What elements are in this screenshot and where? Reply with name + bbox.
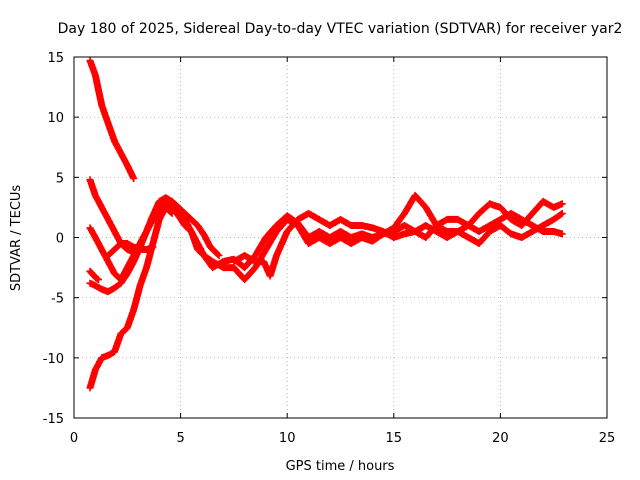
y-tick-label: 0 bbox=[56, 232, 64, 247]
x-tick-label: 0 bbox=[70, 431, 78, 446]
series-markers bbox=[104, 240, 157, 259]
series-markers bbox=[86, 57, 138, 182]
x-tick-label: 25 bbox=[599, 431, 616, 446]
y-tick-label: -5 bbox=[51, 292, 64, 307]
series-markers bbox=[230, 209, 566, 280]
series-track-h bbox=[230, 209, 566, 280]
y-tick-label: -10 bbox=[43, 352, 64, 367]
y-tick-label: 15 bbox=[47, 51, 64, 66]
axis-ticks: 0 5 10 15 20 25 -15 -10 -5 0 5 10 15 bbox=[43, 51, 616, 446]
x-tick-label: 20 bbox=[492, 431, 509, 446]
series-markers bbox=[86, 203, 176, 392]
y-tick-label: 10 bbox=[47, 111, 64, 126]
y-tick-label: 5 bbox=[56, 171, 64, 186]
chart-title: Day 180 of 2025, Sidereal Day-to-day VTE… bbox=[58, 21, 623, 37]
y-tick-label: -15 bbox=[43, 412, 64, 427]
series-track-g bbox=[104, 240, 157, 259]
series-track-f bbox=[86, 267, 102, 284]
series-markers bbox=[86, 267, 102, 284]
series-track-e bbox=[86, 203, 176, 392]
x-tick-label: 15 bbox=[386, 431, 403, 446]
series-track-a bbox=[86, 57, 138, 182]
x-tick-label: 5 bbox=[176, 431, 184, 446]
x-axis-label: GPS time / hours bbox=[286, 459, 395, 474]
x-tick-label: 10 bbox=[279, 431, 296, 446]
y-axis-label: SDTVAR / TECUs bbox=[9, 185, 24, 292]
data-points bbox=[86, 57, 566, 392]
